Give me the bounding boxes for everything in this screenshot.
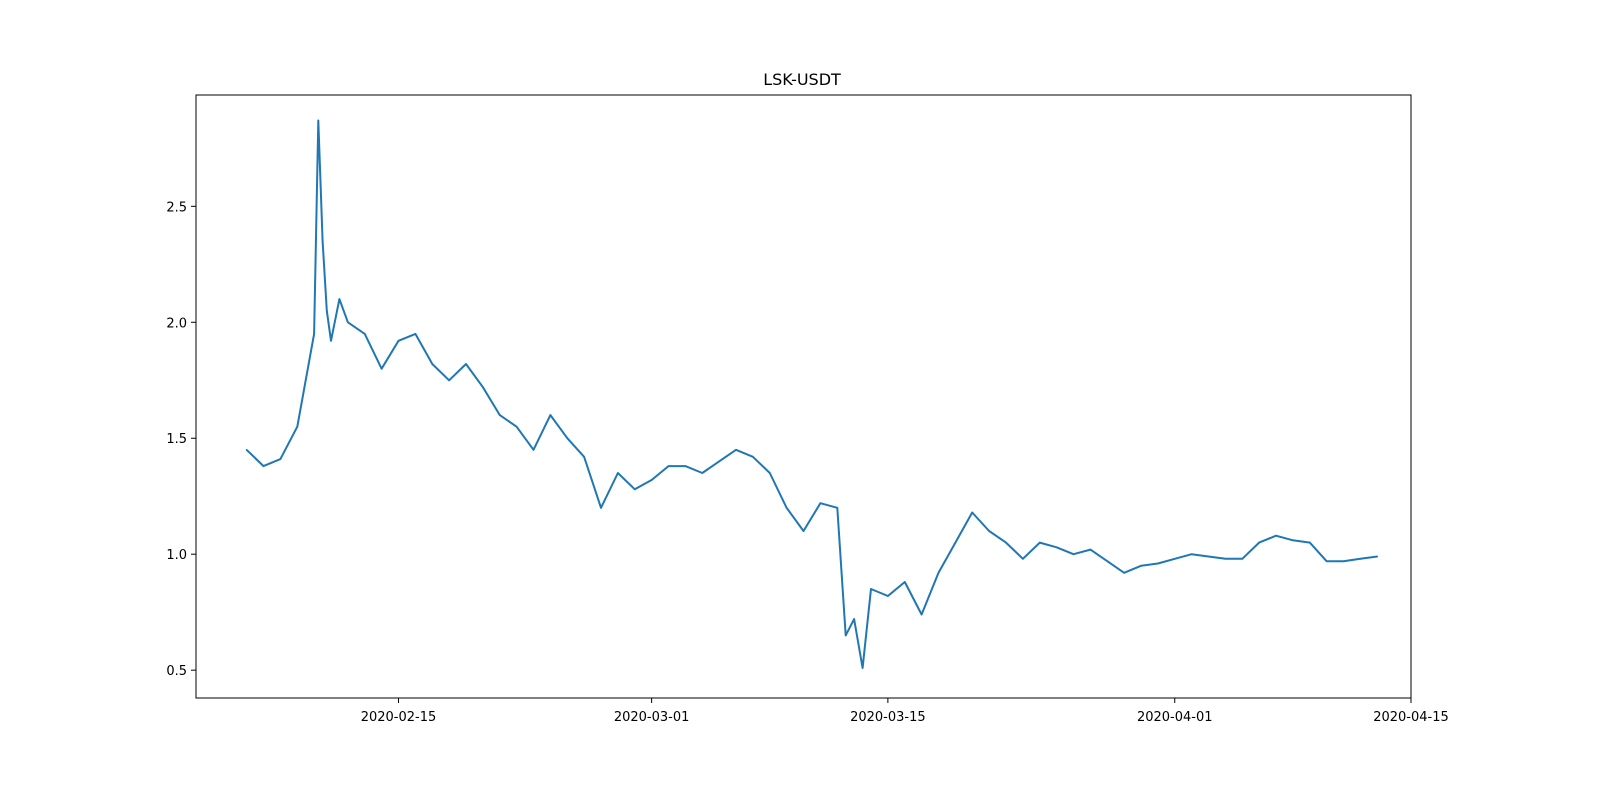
data-point bbox=[954, 541, 957, 544]
data-point bbox=[1140, 565, 1142, 567]
data-point bbox=[304, 379, 307, 382]
data-point bbox=[701, 472, 704, 474]
data-point bbox=[1292, 539, 1294, 542]
data-point bbox=[448, 379, 450, 382]
data-point bbox=[853, 618, 855, 620]
data-point bbox=[1039, 541, 1041, 544]
data-point bbox=[870, 588, 872, 590]
x-tick-label: 2020-04-15 bbox=[1373, 710, 1449, 725]
data-point bbox=[1174, 558, 1176, 560]
data-point bbox=[1376, 555, 1379, 558]
data-point bbox=[380, 367, 383, 370]
data-point bbox=[1106, 560, 1109, 562]
data-point bbox=[1190, 553, 1193, 555]
data-point bbox=[988, 530, 990, 532]
data-point bbox=[364, 333, 366, 335]
data-point bbox=[769, 472, 771, 474]
data-point bbox=[431, 363, 434, 365]
data-point bbox=[836, 507, 839, 509]
data-point bbox=[650, 479, 653, 481]
y-axis: 0.5 1.0 1.5 2.0 2.5 bbox=[166, 200, 196, 679]
data-point bbox=[1207, 555, 1210, 558]
data-point bbox=[499, 414, 501, 416]
x-tick-label: 2020-04-01 bbox=[1137, 710, 1213, 725]
data-point bbox=[819, 502, 822, 505]
data-point bbox=[465, 363, 467, 365]
data-point bbox=[861, 667, 864, 669]
data-point bbox=[785, 507, 788, 509]
y-tick-label: 0.5 bbox=[166, 664, 187, 679]
x-tick-label: 2020-03-01 bbox=[614, 710, 690, 725]
data-point bbox=[634, 488, 636, 491]
data-point bbox=[326, 309, 328, 312]
data-point bbox=[1157, 562, 1159, 565]
data-point bbox=[347, 321, 349, 324]
data-point bbox=[904, 581, 906, 583]
data-point bbox=[279, 458, 282, 460]
data-point bbox=[313, 333, 315, 335]
data-point bbox=[844, 634, 847, 637]
plot-area bbox=[245, 119, 1379, 669]
data-point bbox=[1072, 553, 1075, 555]
data-point bbox=[718, 460, 720, 463]
data-point bbox=[735, 449, 737, 451]
data-point bbox=[515, 425, 518, 428]
data-point bbox=[802, 530, 805, 532]
data-point bbox=[617, 472, 619, 474]
y-tick-label: 1.0 bbox=[166, 548, 187, 563]
data-point bbox=[482, 386, 484, 389]
data-point bbox=[397, 340, 400, 342]
data-point bbox=[338, 298, 341, 300]
data-point bbox=[330, 340, 332, 342]
data-point bbox=[549, 414, 552, 416]
data-point bbox=[1022, 558, 1024, 560]
data-point bbox=[566, 437, 569, 440]
y-tick-label: 1.5 bbox=[166, 432, 187, 447]
data-point bbox=[321, 240, 324, 242]
data-point bbox=[317, 119, 320, 122]
data-point bbox=[1055, 546, 1058, 549]
data-point bbox=[752, 456, 754, 458]
data-point bbox=[1224, 558, 1227, 560]
data-point bbox=[667, 465, 670, 467]
data-point bbox=[887, 595, 889, 597]
plot-frame bbox=[195, 94, 1412, 699]
data-point bbox=[600, 507, 602, 509]
data-point bbox=[1089, 548, 1092, 551]
data-point bbox=[1359, 558, 1362, 560]
data-point bbox=[971, 511, 973, 514]
data-point bbox=[296, 425, 299, 428]
data-point bbox=[1123, 572, 1125, 574]
data-point bbox=[1241, 558, 1244, 560]
data-point bbox=[245, 449, 248, 451]
data-point bbox=[1275, 534, 1277, 537]
data-point bbox=[414, 333, 417, 335]
data-point bbox=[1258, 541, 1260, 544]
data-point bbox=[684, 465, 687, 467]
data-point bbox=[1005, 541, 1007, 544]
x-tick-label: 2020-02-15 bbox=[361, 710, 437, 725]
data-point bbox=[1342, 560, 1345, 562]
data-point bbox=[1325, 560, 1328, 562]
y-tick-label: 2.5 bbox=[166, 200, 187, 215]
data-point bbox=[262, 465, 265, 467]
chart-title: LSK-USDT bbox=[763, 70, 841, 89]
x-axis: 2020-02-15 2020-03-01 2020-03-15 2020-04-01… bbox=[361, 698, 1449, 725]
y-tick-label: 2.0 bbox=[166, 316, 187, 331]
data-point bbox=[937, 572, 940, 574]
data-point bbox=[920, 613, 923, 616]
data-point bbox=[583, 456, 585, 458]
data-point bbox=[1309, 541, 1311, 544]
data-point bbox=[532, 449, 535, 451]
x-tick-label: 2020-03-15 bbox=[850, 710, 926, 725]
